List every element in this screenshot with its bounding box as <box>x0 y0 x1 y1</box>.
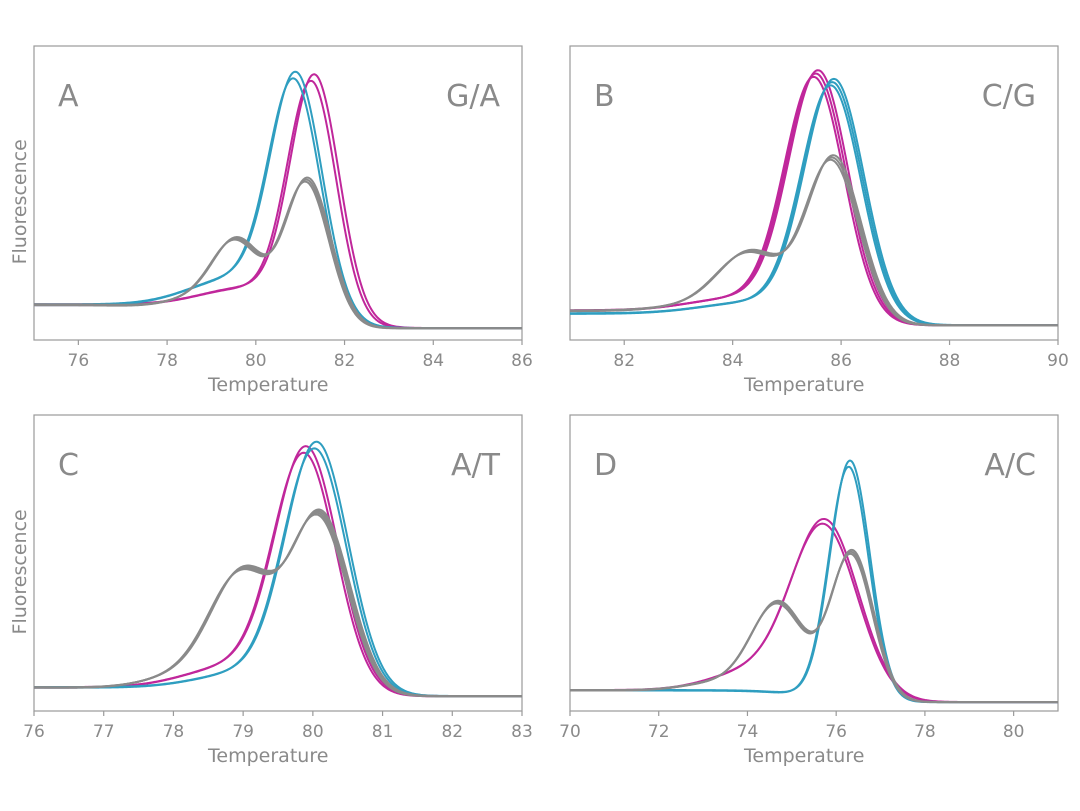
melt-curve-gray <box>570 154 1058 327</box>
genotype-label: G/A <box>446 79 500 114</box>
melt-curve-gray <box>570 156 1058 327</box>
x-tick-label: 78 <box>163 722 185 742</box>
melt-curve-gray <box>34 178 522 330</box>
x-tick-label: 76 <box>825 722 847 742</box>
x-tick-label: 78 <box>914 722 936 742</box>
x-tick-label: 80 <box>245 351 267 371</box>
x-tick-label: 84 <box>722 351 744 371</box>
panel-letter: D <box>594 448 617 483</box>
genotype-label: A/C <box>984 448 1036 483</box>
panel-letter: B <box>594 79 615 114</box>
x-tick-label: 76 <box>68 351 90 371</box>
x-tick-label: 78 <box>156 351 178 371</box>
x-tick-label: 83 <box>511 722 533 742</box>
melt-curve-gray <box>34 511 522 698</box>
x-tick-label: 88 <box>939 351 961 371</box>
melt-curve-magenta <box>570 517 1058 704</box>
x-tick-label: 82 <box>441 722 463 742</box>
curves <box>570 69 1058 327</box>
x-tick-label: 80 <box>1003 722 1025 742</box>
melt-curve-blue <box>570 465 1058 704</box>
melt-curve-gray <box>570 552 1058 704</box>
x-axis-title: Temperature <box>207 374 328 396</box>
x-tick-label: 82 <box>334 351 356 371</box>
curves <box>34 440 522 698</box>
panel-d: 70 72 74 76 78 80 Temperature D A/C <box>559 414 1059 767</box>
x-tick-label: 84 <box>422 351 444 371</box>
x-tick-label: 79 <box>232 722 254 742</box>
panel-c: 76 77 78 79 80 81 82 83 Temperature Fluorescence C… <box>9 414 533 767</box>
curves <box>34 70 522 330</box>
x-tick-label: 77 <box>93 722 115 742</box>
x-tick-label: 70 <box>559 722 581 742</box>
plot-frame <box>33 45 523 341</box>
x-tick-label: 72 <box>648 722 670 742</box>
genotype-label: A/T <box>451 448 501 483</box>
melt-curve-magenta <box>570 522 1058 704</box>
melt-curve-gray <box>570 548 1058 704</box>
x-tick-label: 90 <box>1047 351 1069 371</box>
plot-frame <box>569 414 1059 712</box>
x-axis-title: Temperature <box>207 745 328 767</box>
panel-a: 76 78 80 82 84 86 Temperature Fluorescence A G/A <box>9 45 533 396</box>
x-tick-label: 86 <box>830 351 852 371</box>
x-tick-label: 80 <box>302 722 324 742</box>
melt-curve-blue <box>570 459 1058 704</box>
melt-curve-gray <box>34 508 522 698</box>
genotype-label: C/G <box>982 79 1036 114</box>
y-axis-title: Fluorescence <box>9 139 31 264</box>
melt-curve-gray <box>34 510 522 698</box>
panel-letter: A <box>58 79 79 114</box>
melt-curve-gray <box>570 550 1058 704</box>
melt-curve-gray <box>34 176 522 330</box>
melt-curve-magenta <box>34 445 522 698</box>
x-tick-label: 86 <box>511 351 533 371</box>
melt-curve-gray <box>34 180 522 330</box>
plot-frame <box>569 45 1059 341</box>
x-tick-label: 76 <box>23 722 45 742</box>
melt-curve-blue <box>34 447 522 698</box>
x-tick-label: 82 <box>613 351 635 371</box>
melt-curve-blue <box>570 81 1058 327</box>
x-tick-label: 81 <box>372 722 394 742</box>
panel-letter: C <box>58 448 79 483</box>
y-axis-title: Fluorescence <box>9 509 31 634</box>
x-axis-title: Temperature <box>743 374 864 396</box>
curves <box>570 459 1058 704</box>
plot-frame <box>33 414 523 712</box>
x-axis-title: Temperature <box>743 745 864 767</box>
melt-curve-magenta <box>34 451 522 698</box>
melt-curve-magenta <box>570 75 1058 327</box>
melt-curve-gray <box>34 513 522 698</box>
x-tick-label: 74 <box>737 722 759 742</box>
panel-b: 82 84 86 88 90 Temperature B C/G <box>569 45 1069 396</box>
